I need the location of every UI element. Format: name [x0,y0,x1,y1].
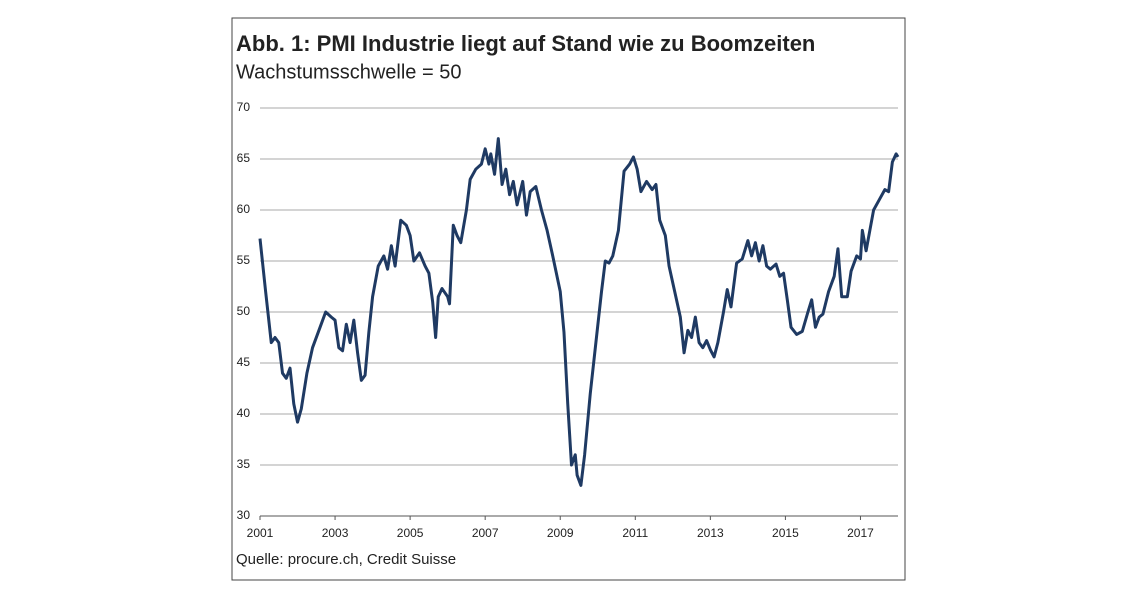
x-tick-label: 2015 [772,526,799,540]
y-tick-label: 65 [237,151,251,165]
y-tick-label: 70 [237,100,251,114]
source-note: Quelle: procure.ch, Credit Suisse [236,551,456,568]
y-tick-label: 60 [237,202,251,216]
y-tick-label: 35 [237,457,251,471]
x-tick-label: 2009 [547,526,574,540]
chart-title: Abb. 1: PMI Industrie liegt auf Stand wi… [236,31,815,56]
pmi-line [258,137,900,487]
x-tick-label: 2013 [697,526,724,540]
y-tick-label: 30 [237,508,251,522]
chart-frame [231,17,906,581]
y-tick-label: 40 [237,406,251,420]
x-tick-label: 2017 [847,526,874,540]
y-tick-label: 45 [237,355,251,369]
chart-subtitle: Wachstumsschwelle = 50 [236,61,461,83]
x-tick-label: 2005 [397,526,424,540]
x-tick-label: 2001 [247,526,274,540]
y-tick-label: 55 [237,253,251,267]
x-tick-label: 2007 [472,526,499,540]
x-tick-label: 2011 [622,526,648,540]
x-tick-label: 2003 [322,526,349,540]
y-tick-label: 50 [237,304,251,318]
